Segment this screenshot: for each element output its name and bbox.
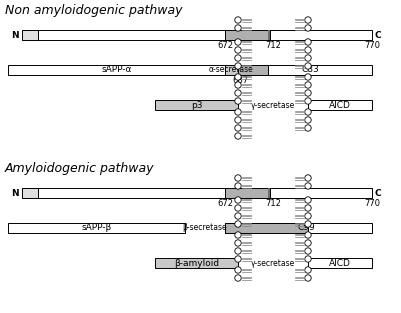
Text: 770: 770 [363,41,379,50]
Circle shape [304,221,310,227]
Circle shape [234,47,241,53]
Circle shape [304,117,310,123]
Circle shape [234,55,241,61]
Circle shape [304,98,310,104]
Circle shape [304,55,310,61]
Circle shape [304,47,310,53]
Bar [8,65,225,75]
Circle shape [304,197,310,203]
Text: AICD: AICD [328,100,350,110]
Circle shape [234,183,241,189]
Circle shape [234,213,241,219]
Circle shape [234,197,241,203]
Circle shape [304,267,310,273]
Circle shape [304,183,310,189]
Circle shape [234,98,241,104]
Text: Amyloidogenic pathway: Amyloidogenic pathway [5,162,154,175]
Bar [155,258,237,268]
Text: p3: p3 [190,100,202,110]
Circle shape [304,63,310,69]
Text: sAPP-α: sAPP-α [101,65,132,74]
Circle shape [234,25,241,31]
Bar [237,65,267,75]
Bar [225,65,237,75]
Circle shape [234,109,241,115]
Bar [155,100,237,110]
Text: α-secretase: α-secretase [209,65,253,74]
Circle shape [304,82,310,88]
Bar [22,30,371,40]
Text: C83: C83 [300,65,318,74]
Circle shape [234,275,241,281]
Text: γ-secretase: γ-secretase [250,259,294,268]
Circle shape [234,133,241,139]
Bar [225,30,269,40]
Text: 687: 687 [231,76,247,85]
Text: C: C [374,188,381,198]
Circle shape [234,232,241,238]
Bar [267,188,269,198]
Circle shape [234,267,241,273]
Bar [307,258,371,268]
Text: AICD: AICD [328,259,350,268]
Circle shape [234,63,241,69]
Circle shape [234,39,241,45]
Circle shape [234,90,241,96]
Bar [225,223,371,233]
Circle shape [234,117,241,123]
Circle shape [304,25,310,31]
Circle shape [304,232,310,238]
Text: 712: 712 [264,199,280,208]
Text: Non amyloidogenic pathway: Non amyloidogenic pathway [5,4,182,17]
Circle shape [304,175,310,181]
Circle shape [304,240,310,246]
Text: C99: C99 [297,223,315,233]
Circle shape [234,205,241,211]
Text: sAPP-β: sAPP-β [81,223,111,233]
Circle shape [234,74,241,80]
Circle shape [234,240,241,246]
Circle shape [234,256,241,262]
Circle shape [234,17,241,23]
Text: 672: 672 [217,41,233,50]
Circle shape [234,175,241,181]
Circle shape [234,125,241,131]
Bar [267,30,269,40]
Circle shape [304,39,310,45]
Text: 712: 712 [264,41,280,50]
Text: 770: 770 [363,199,379,208]
Bar [225,188,269,198]
Text: β-secretase: β-secretase [182,223,227,233]
Circle shape [304,90,310,96]
Circle shape [304,213,310,219]
Circle shape [304,109,310,115]
Bar [237,65,371,75]
Circle shape [304,256,310,262]
Bar [8,223,184,233]
Circle shape [304,275,310,281]
Text: γ-secretase: γ-secretase [250,100,294,110]
Text: 672: 672 [217,199,233,208]
Circle shape [304,17,310,23]
Circle shape [234,248,241,254]
Circle shape [234,221,241,227]
Circle shape [304,125,310,131]
Circle shape [304,248,310,254]
Circle shape [304,74,310,80]
Text: C: C [374,30,381,39]
Text: β-amyloid: β-amyloid [174,259,219,268]
Bar [22,188,38,198]
Circle shape [234,82,241,88]
Bar [22,30,38,40]
Text: N: N [11,188,19,198]
Bar [22,188,371,198]
Bar [225,223,307,233]
Bar [307,100,371,110]
Text: N: N [11,30,19,39]
Circle shape [304,205,310,211]
